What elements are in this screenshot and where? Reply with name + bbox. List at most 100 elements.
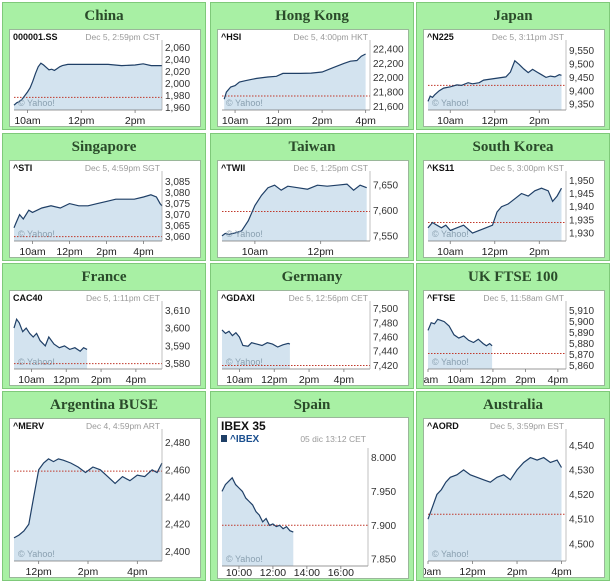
y-tick-label: 1,980	[165, 91, 190, 102]
x-tick-label: 10am	[14, 115, 41, 127]
y-tick-label: 7,600	[373, 206, 398, 217]
panel-title[interactable]: China	[84, 8, 124, 24]
panel-title[interactable]: Australia	[483, 397, 543, 413]
y-tick-label: 5,900	[569, 317, 594, 328]
y-tick-label: 9,500	[569, 60, 594, 71]
panel-singapore: Singapore 3,085 3,080 3,075 3,070 3,065 3,060 1…	[2, 133, 206, 261]
symbol-label: ^KS11	[427, 163, 454, 173]
x-tick-label: 10am	[447, 374, 474, 386]
x-tick-label: 12pm	[459, 566, 486, 578]
y-tick-label: 22,200	[373, 59, 404, 70]
y-tick-label: 9,550	[569, 46, 594, 57]
x-tick-label: 2pm	[529, 115, 550, 127]
panel-title[interactable]: France	[81, 269, 127, 285]
x-tick-label: 10am	[437, 246, 464, 258]
y-tick-label: 1,940	[569, 202, 594, 213]
panel-taiwan: Taiwan 7,650 7,600 7,550 10am 12pm ^TWII Dec 5,…	[210, 133, 414, 261]
x-tick-label: 4pm	[548, 374, 569, 386]
x-tick-label: 12pm	[261, 374, 288, 386]
x-tick-label: 12pm	[26, 566, 53, 578]
x-tick-label: 2pm	[78, 566, 99, 578]
price-line	[13, 194, 163, 229]
y-tick-label: 1,950	[569, 176, 594, 187]
y-tick-label: 7,440	[373, 347, 398, 358]
x-tick-label: 12pm	[480, 374, 507, 386]
chart-germany[interactable]: 7,500 7,480 7,460 7,440 7,420 10am 12pm 2pm 4pm ^…	[217, 290, 409, 386]
timestamp-label: Dec 5, 3:00pm KST	[490, 163, 564, 173]
panel-title[interactable]: Singapore	[71, 139, 137, 155]
y-tick-label: 7,550	[373, 231, 398, 242]
y-tick-label: 1,935	[569, 215, 594, 226]
x-tick-label: 12pm	[265, 115, 292, 127]
panel-title[interactable]: UK FTSE 100	[467, 269, 558, 285]
y-tick-label: 5,880	[569, 339, 594, 350]
timestamp-label: Dec 5, 11:58am GMT	[483, 293, 564, 303]
chart-taiwan[interactable]: 7,650 7,600 7,550 10am 12pm ^TWII Dec 5, 1:25p…	[217, 160, 409, 258]
panel-title[interactable]: Germany	[281, 269, 343, 285]
y-tick-label: 7,420	[373, 361, 398, 372]
panel-title[interactable]: Spain	[293, 397, 331, 413]
chart-china[interactable]: 2,060 2,040 2,020 2,000 1,980 1,960 10am 12pm 2p…	[9, 29, 201, 127]
y-tick-label: 21,800	[373, 88, 404, 99]
panel-title[interactable]: Japan	[493, 8, 533, 24]
symbol-label: ^N225	[427, 32, 454, 42]
x-tick-label: 12pm	[68, 115, 95, 127]
y-tick-label: 4,510	[569, 515, 594, 526]
y-tick-label: 5,910	[569, 306, 594, 317]
x-tick-label: 12:00	[260, 567, 286, 579]
x-tick-label: 12pm	[482, 246, 509, 258]
chart-singapore[interactable]: 3,085 3,080 3,075 3,070 3,065 3,060 10am 12pm 2p…	[9, 160, 201, 258]
y-tick-label: 4,520	[569, 490, 594, 501]
x-tick-label: 12pm	[482, 115, 509, 127]
symbol-label: ^GDAXI	[221, 293, 255, 303]
y-tick-label: 2,460	[165, 465, 190, 476]
panel-france: France 3,610 3,600 3,590 3,580 10am 12pm 2pm 4pm…	[2, 263, 206, 389]
y-tick-label: 4,500	[569, 539, 594, 550]
x-tick-label: 10am	[242, 246, 269, 258]
panel-china: China 2,060 2,040 2,020 2,000 1,980 1,960 10am 1…	[2, 2, 206, 130]
panel-title[interactable]: Hong Kong	[275, 8, 349, 24]
yahoo-watermark: © Yahoo!	[226, 554, 263, 564]
y-tick-label: 8.000	[371, 453, 396, 464]
chart-australia[interactable]: 4,540 4,530 4,520 4,510 4,500 10am 12pm 2pm 4pm ^…	[423, 418, 605, 578]
y-tick-label: 7.950	[371, 487, 396, 498]
symbol-label: ^STI	[13, 163, 32, 173]
y-tick-label: 21,600	[373, 102, 404, 113]
chart-hong-kong[interactable]: 22,400 22,200 22,000 21,800 21,600 10am 12pm 2p…	[217, 29, 409, 127]
chart-svg: 9,550 9,500 9,450 9,400 9,350 10am 12pm 2pm ^N22…	[427, 32, 594, 127]
chart-spain[interactable]: 8.000 7.950 7.900 7.850 10:00 12:00 14:00 16:00…	[217, 417, 409, 579]
y-tick-label: 2,400	[165, 547, 190, 558]
chart-france[interactable]: 3,610 3,600 3,590 3,580 10am 12pm 2pm 4pm CAC40 D…	[9, 290, 201, 386]
chart-svg: 1,950 1,945 1,940 1,935 1,930 10am 12pm 2pm ^KS1…	[427, 163, 594, 258]
series-swatch	[221, 435, 227, 442]
area-fill	[222, 477, 294, 566]
panel-title[interactable]: South Korea	[472, 139, 554, 155]
timestamp-label: Dec 4, 4:59pm ART	[86, 421, 160, 431]
chart-japan[interactable]: 9,550 9,500 9,450 9,400 9,350 10am 12pm 2pm ^N22…	[423, 29, 605, 127]
y-tick-label: 7.900	[371, 521, 396, 532]
timestamp-label: Dec 5, 4:00pm HKT	[293, 32, 368, 42]
x-tick-label: 16:00	[328, 567, 354, 579]
symbol-label: ^HSI	[221, 32, 241, 42]
chart-svg: 7,500 7,480 7,460 7,440 7,420 10am 12pm 2pm 4pm ^…	[221, 293, 398, 386]
price-line	[427, 318, 493, 347]
x-tick-label: 10am	[222, 115, 249, 127]
y-tick-label: 3,080	[165, 188, 190, 199]
timestamp-label: 05 dic 13:12 CET	[300, 434, 366, 444]
y-tick-label: 3,085	[165, 177, 190, 188]
chart-argentina-buse[interactable]: 2,480 2,460 2,440 2,420 2,400 12pm 2pm 4pm ^MERV…	[9, 418, 201, 578]
panel-title[interactable]: Taiwan	[288, 139, 336, 155]
x-tick-label: 2pm	[507, 566, 528, 578]
yahoo-watermark: © Yahoo!	[18, 98, 55, 108]
panel-australia: Australia 4,540 4,530 4,520 4,510 4,500 10am 12…	[416, 391, 610, 581]
x-tick-label: 14:00	[294, 567, 320, 579]
timestamp-label: Dec 5, 2:59pm CST	[85, 32, 160, 42]
y-tick-label: 2,020	[165, 67, 190, 78]
timestamp-label: Dec 5, 1:25pm CST	[293, 163, 368, 173]
chart-south-korea[interactable]: 1,950 1,945 1,940 1,935 1,930 10am 12pm 2pm ^KS1…	[423, 160, 605, 258]
yahoo-watermark: © Yahoo!	[432, 98, 469, 108]
panel-title[interactable]: Argentina BUSE	[50, 397, 158, 413]
yahoo-watermark: © Yahoo!	[226, 357, 263, 367]
